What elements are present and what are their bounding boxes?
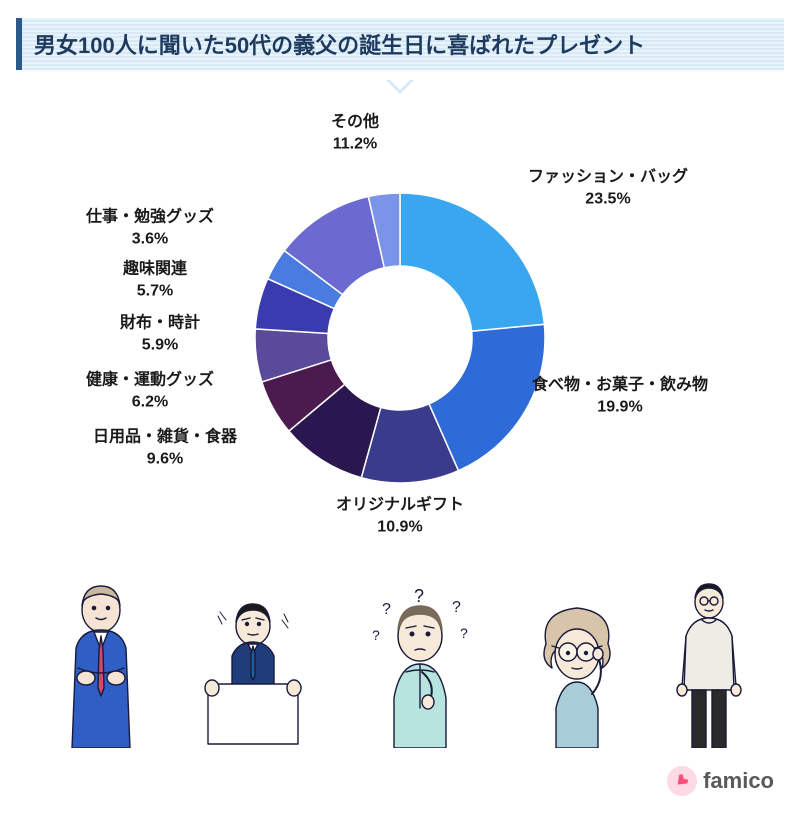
svg-text:?: ? — [414, 588, 424, 606]
page-title: 男女100人に聞いた50代の義父の誕生日に喜ばれたプレゼント — [34, 33, 645, 58]
person-sweater-icon — [664, 578, 754, 748]
slice-label: 趣味関連5.7% — [123, 258, 187, 301]
heart-logo-icon — [667, 766, 697, 796]
slice-label: 食べ物・お菓子・飲み物19.9% — [532, 374, 708, 417]
donut-slice — [400, 193, 544, 331]
person-glasses-icon — [522, 598, 632, 748]
slice-label: その他11.2% — [331, 111, 379, 154]
brand-name: famico — [703, 768, 774, 794]
slice-label: 日用品・雑貨・食器9.6% — [93, 426, 237, 469]
svg-text:?: ? — [460, 625, 468, 641]
slice-label: オリジナルギフト10.9% — [336, 494, 464, 537]
slice-label: ファッション・バッグ23.5% — [528, 166, 688, 209]
slice-label: 財布・時計5.9% — [120, 312, 200, 355]
slice-label: 仕事・勉強グッズ3.6% — [86, 206, 214, 249]
person-thinking-icon: ? ? ? ? ? — [350, 588, 490, 748]
slice-label: 健康・運動グッズ6.2% — [86, 369, 214, 412]
svg-text:?: ? — [452, 599, 461, 616]
svg-text:?: ? — [382, 601, 391, 618]
people-illustration-row: ? ? ? ? ? — [0, 578, 800, 748]
title-pointer-icon — [386, 80, 414, 94]
donut-chart: ファッション・バッグ23.5% 食べ物・お菓子・飲み物19.9% オリジナルギフト1… — [0, 98, 800, 578]
person-holding-sign-icon — [188, 598, 318, 748]
title-bar: 男女100人に聞いた50代の義父の誕生日に喜ばれたプレゼント — [16, 18, 784, 70]
person-businessman-icon — [46, 578, 156, 748]
svg-text:?: ? — [372, 627, 380, 643]
brand-logo: famico — [667, 766, 774, 796]
